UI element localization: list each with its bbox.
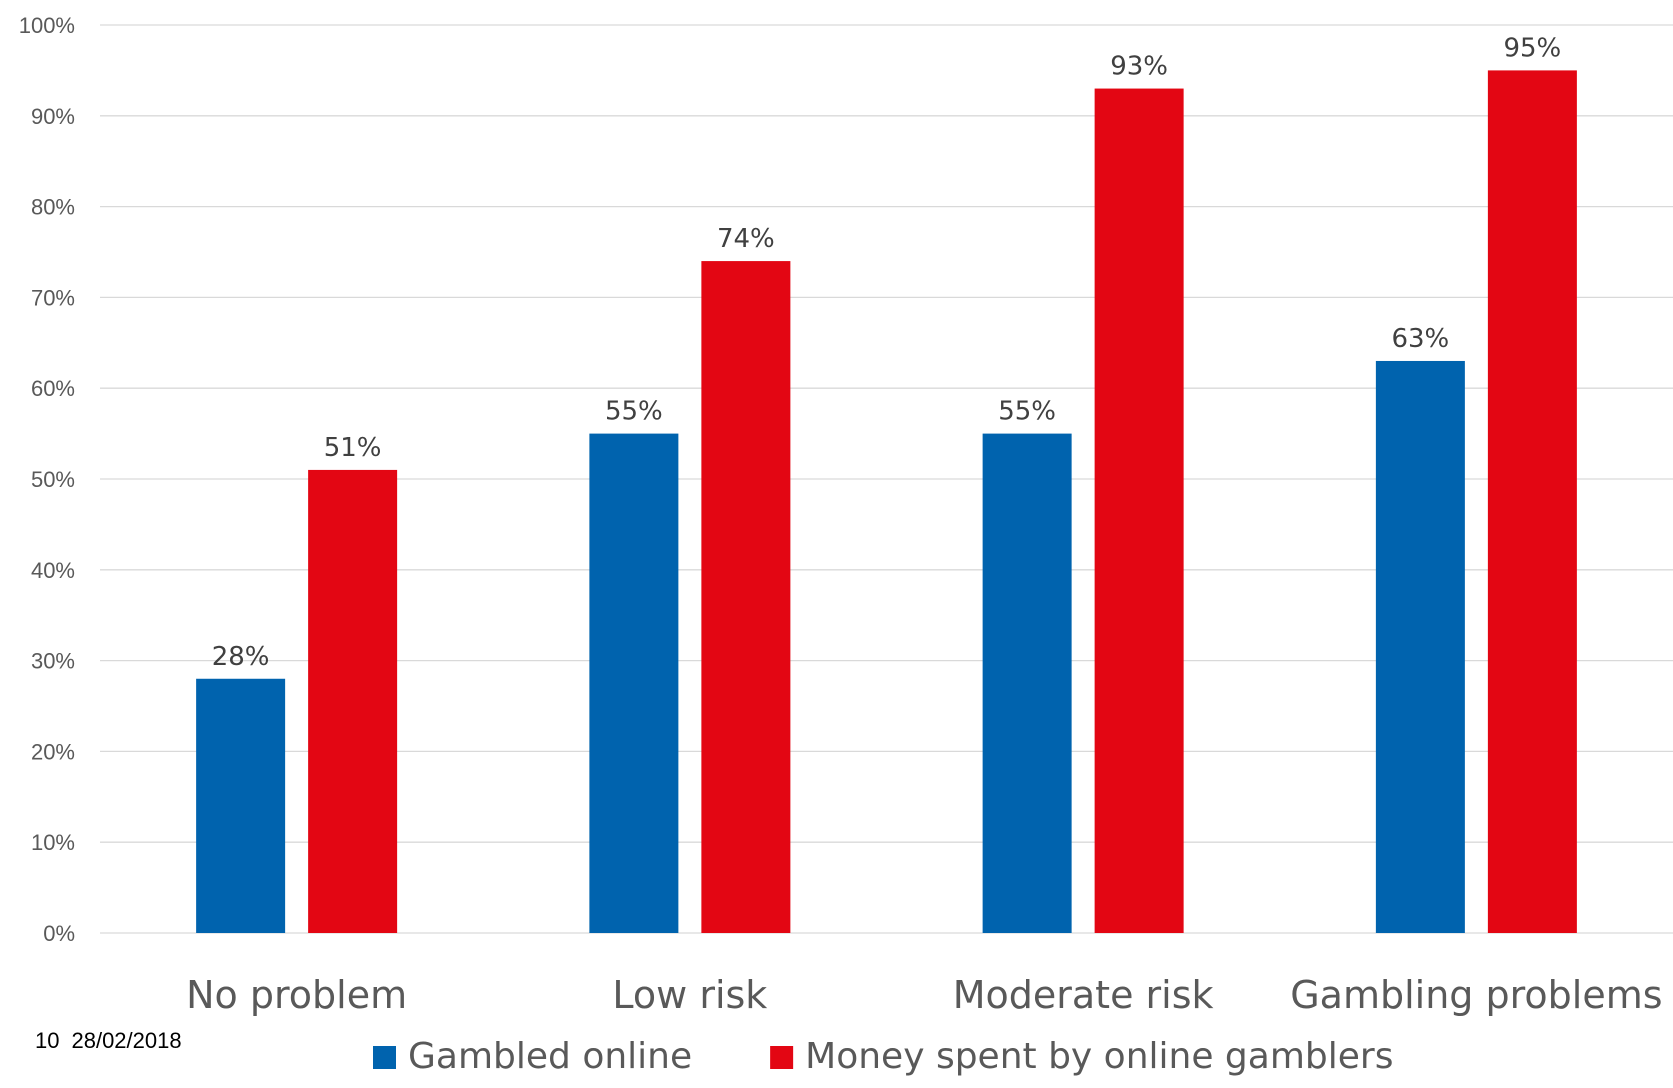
slide-number: 10 [35, 1028, 60, 1053]
y-tick-label: 10% [31, 830, 75, 855]
data-label: 55% [605, 397, 663, 427]
data-label: 95% [1503, 33, 1561, 63]
legend-swatch [770, 1046, 794, 1069]
data-label: 93% [1110, 52, 1168, 82]
data-label: 74% [717, 224, 775, 254]
y-tick-label: 40% [31, 558, 75, 583]
data-label: 28% [212, 642, 270, 672]
y-tick-label: 50% [31, 467, 75, 492]
data-label: 55% [998, 397, 1056, 427]
bar-money-spent [1487, 70, 1577, 933]
y-tick-label: 80% [31, 195, 75, 220]
data-labels: 28% 51% 55% 74% 55% 93% 63% 95% [212, 33, 1562, 671]
x-category-label: Gambling problems [1290, 973, 1662, 1017]
y-axis-ticks: 0% 10% 20% 30% 40% 50% 60% 70% 80% 90% 100% [19, 13, 75, 946]
y-tick-label: 0% [43, 921, 75, 946]
slide-date: 28/02/2018 [71, 1028, 182, 1053]
x-category-label: No problem [186, 973, 407, 1017]
bar-gambled-online [589, 433, 679, 933]
x-category-label: Low risk [612, 973, 767, 1017]
legend: Gambled online Money spent by online gamb… [373, 1036, 1393, 1077]
category-labels: No problem Low risk Moderate risk Gambling … [186, 973, 1662, 1017]
y-tick-label: 20% [31, 739, 75, 764]
bars [196, 70, 1577, 934]
y-tick-label: 90% [31, 104, 75, 129]
bar-money-spent [701, 261, 791, 934]
data-label: 63% [1391, 324, 1449, 354]
legend-label: Gambled online [408, 1036, 692, 1077]
legend-label: Money spent by online gamblers [805, 1036, 1393, 1077]
y-tick-label: 30% [31, 649, 75, 674]
bar-money-spent [1094, 88, 1184, 933]
bar-gambled-online [982, 433, 1072, 933]
bar-gambled-online [1375, 360, 1465, 934]
bar-gambled-online [196, 678, 286, 933]
y-tick-label: 60% [31, 376, 75, 401]
slide-footer: 10 28/02/2018 [35, 1028, 194, 1054]
bar-money-spent [308, 469, 398, 933]
data-label: 51% [324, 433, 382, 463]
legend-swatch [373, 1046, 396, 1069]
y-tick-label: 70% [31, 285, 75, 310]
x-category-label: Moderate risk [953, 973, 1214, 1017]
y-tick-label: 100% [19, 13, 75, 38]
